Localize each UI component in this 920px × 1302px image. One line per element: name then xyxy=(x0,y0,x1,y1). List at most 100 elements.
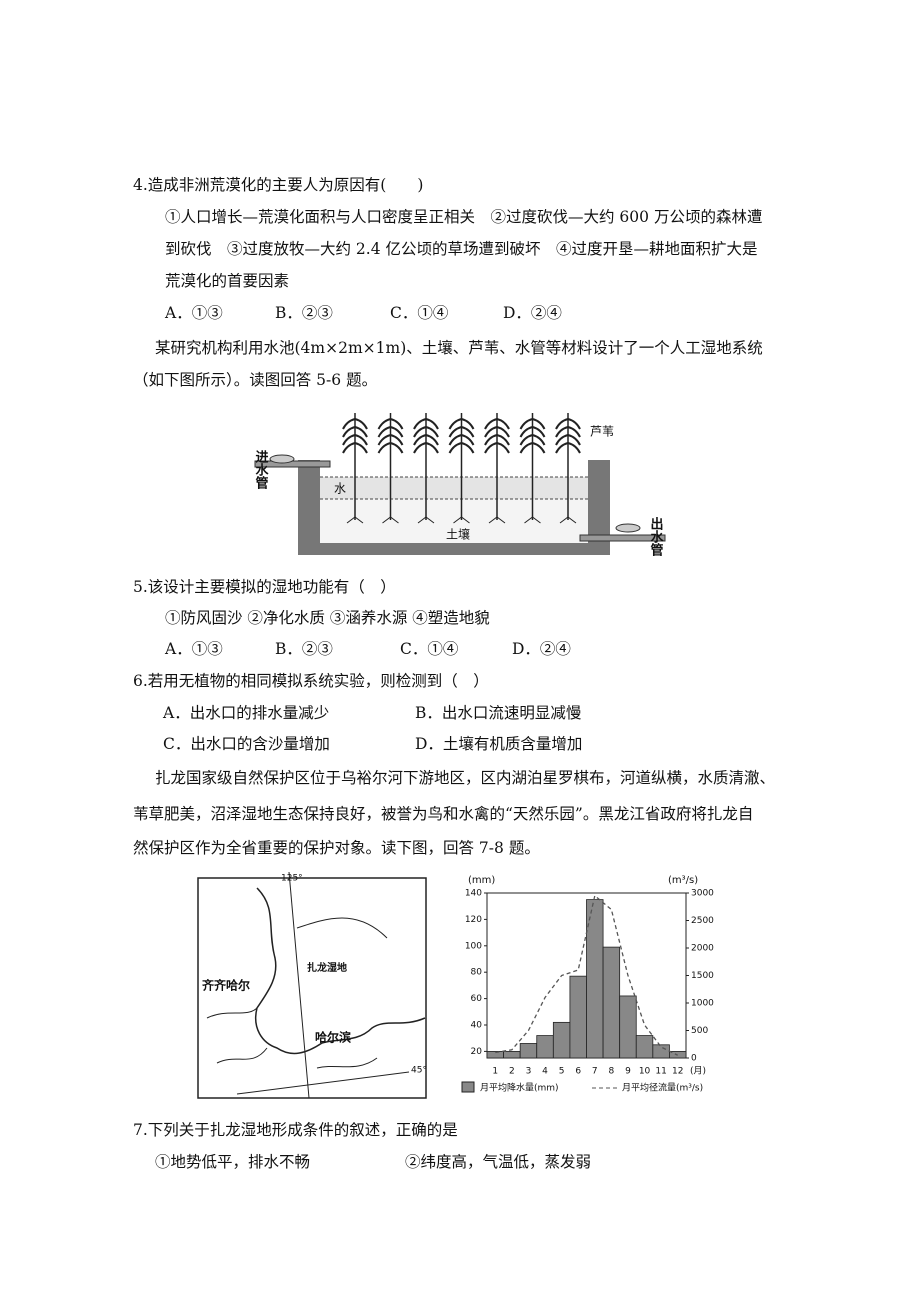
x-tick-label: 12 xyxy=(672,1067,683,1077)
chart: (mm) (m³/s) (月) 20 40 60 80 100 120 140 0 500 100… xyxy=(461,875,714,1094)
parallel xyxy=(236,1071,410,1095)
reed-leaf xyxy=(377,442,404,454)
label: 出水管 xyxy=(648,516,664,557)
reed-leaf xyxy=(448,418,475,430)
question-text: 荒漠化的首要因素 xyxy=(165,272,290,290)
y2-tick-label: 1000 xyxy=(691,999,714,1009)
y2-tick-label: 2500 xyxy=(691,916,714,926)
reed-leaf xyxy=(448,426,475,438)
reed-leaf xyxy=(519,442,546,454)
reed-leaf xyxy=(413,418,439,430)
y-tick-label: 140 xyxy=(465,889,482,899)
question-text: ①地势低平，排水不畅 xyxy=(155,1153,311,1171)
intro-text: 苇草肥美，沼泽湿地生态保持良好，被誉为鸟和水禽的“天然乐园”。黑龙江省政府将扎龙… xyxy=(133,805,754,823)
legend-label: 月平均径流量(m³/s) xyxy=(622,1082,703,1094)
bar xyxy=(552,1021,571,1059)
intro-text: 扎龙国家级自然保护区位于乌裕尔河下游地区，区内湖泊星罗棋布，河道纵横，水质清澈、 xyxy=(155,769,776,787)
bar xyxy=(635,1035,654,1059)
reed-leaf xyxy=(484,434,510,446)
bar xyxy=(536,1035,554,1059)
tank-wall xyxy=(588,460,610,555)
reed-leaf xyxy=(555,434,581,446)
map-label: 哈尔滨 xyxy=(315,1030,351,1045)
y-tick-label: 120 xyxy=(465,915,482,925)
reed-leaf xyxy=(342,426,368,438)
y-tick-label: 80 xyxy=(471,968,483,978)
reed-leaf xyxy=(555,418,581,430)
reed-root xyxy=(453,516,470,524)
outlet-pipe xyxy=(579,534,666,542)
map: 125° 45° 齐齐哈尔 扎龙湿地 哈尔滨 xyxy=(197,871,427,1099)
option: C．出水口的含沙量增加 xyxy=(163,735,330,753)
intro-text: 某研究机构利用水池(4m×2m×1m)、土壤、芦苇、水管等材料设计了一个人工湿地… xyxy=(155,339,763,357)
reeds xyxy=(342,413,581,524)
x-tick-label: 8 xyxy=(609,1067,615,1077)
intro-text: （如下图所示）。读图回答 5-6 题。 xyxy=(133,371,378,389)
reed-leaf xyxy=(342,434,368,446)
x-tick-label: 9 xyxy=(625,1067,631,1077)
question-stem: 5.该设计主要模拟的湿地功能有（ ） xyxy=(133,578,396,596)
x-tick-label: 6 xyxy=(575,1067,581,1077)
question-text: 到砍伐 ③过度放牧—大约 2.4 亿公顷的草场遭到破坏 ④过度开垦—耕地面积扩大… xyxy=(165,240,758,258)
reed-leaf xyxy=(519,426,546,438)
reed-root xyxy=(382,516,399,524)
option: D．②④ xyxy=(503,304,562,322)
bar xyxy=(519,1043,538,1059)
bar xyxy=(619,995,637,1059)
valve xyxy=(269,454,295,464)
axis-unit: (mm) xyxy=(468,875,495,886)
river xyxy=(255,887,426,1055)
question-text: ②纬度高，气温低，蒸发弱 xyxy=(405,1153,592,1171)
option: C．①④ xyxy=(400,640,459,658)
label: 水 xyxy=(334,482,346,496)
axis-unit: (m³/s) xyxy=(668,875,698,886)
line xyxy=(495,894,678,1056)
option: C．①④ xyxy=(390,304,449,322)
y2-tick-label: 2000 xyxy=(691,944,714,954)
y-tick-label: 60 xyxy=(471,994,483,1004)
valve xyxy=(615,523,641,533)
x-tick-label: 3 xyxy=(526,1067,532,1077)
reed-leaf xyxy=(484,426,510,438)
y2-tick-label: 0 xyxy=(691,1054,697,1064)
reed-root xyxy=(524,516,541,524)
intro-text: 然保护区作为全省重要的保护对象。读下图，回答 7-8 题。 xyxy=(133,839,540,857)
y-tick-label: 20 xyxy=(471,1047,483,1057)
map-label: 扎龙湿地 xyxy=(307,961,347,974)
y2-tick-label: 500 xyxy=(691,1026,708,1036)
bar xyxy=(652,1044,670,1059)
x-tick-label: 2 xyxy=(509,1067,515,1077)
question-text: ①人口增长—荒漠化面积与人口密度呈正相关 ②过度砍伐—大约 600 万公顷的森林… xyxy=(165,208,763,226)
map-label: 45° xyxy=(411,1066,427,1076)
x-tick-label: 1 xyxy=(492,1067,498,1077)
reed-leaf xyxy=(555,442,581,454)
reed-leaf xyxy=(413,442,439,454)
question-stem: 4.造成非洲荒漠化的主要人为原因有( ) xyxy=(133,176,424,194)
reed-leaf xyxy=(519,434,546,446)
bar xyxy=(602,946,621,1059)
bar xyxy=(503,1050,521,1059)
reed-leaf xyxy=(342,442,368,454)
x-tick-label: 5 xyxy=(559,1067,565,1077)
x-tick-label: 7 xyxy=(592,1067,598,1077)
reed-leaf xyxy=(377,418,404,430)
label: 芦苇 xyxy=(590,425,614,439)
map-frame xyxy=(197,877,427,1099)
bar xyxy=(569,975,587,1059)
reed-root xyxy=(488,516,506,524)
reed-leaf xyxy=(519,418,546,430)
reed-leaf xyxy=(413,434,439,446)
reed-leaf xyxy=(448,434,475,446)
meridian xyxy=(288,871,310,1099)
question-stem: 7.下列关于扎龙湿地形成条件的叙述，正确的是 xyxy=(133,1121,458,1139)
y-tick-label: 100 xyxy=(465,941,482,951)
question-stem: 6.若用无植物的相同模拟系统实验，则检测到（ ） xyxy=(133,672,489,690)
y2-tick-label: 3000 xyxy=(691,889,714,899)
reed-leaf xyxy=(448,442,475,454)
reed-root xyxy=(346,516,364,524)
y2-tick-label: 1500 xyxy=(691,971,714,981)
reed-leaf xyxy=(484,418,510,430)
legend-label: 月平均降水量(mm) xyxy=(480,1082,559,1094)
x-tick-label: 11 xyxy=(655,1067,666,1077)
